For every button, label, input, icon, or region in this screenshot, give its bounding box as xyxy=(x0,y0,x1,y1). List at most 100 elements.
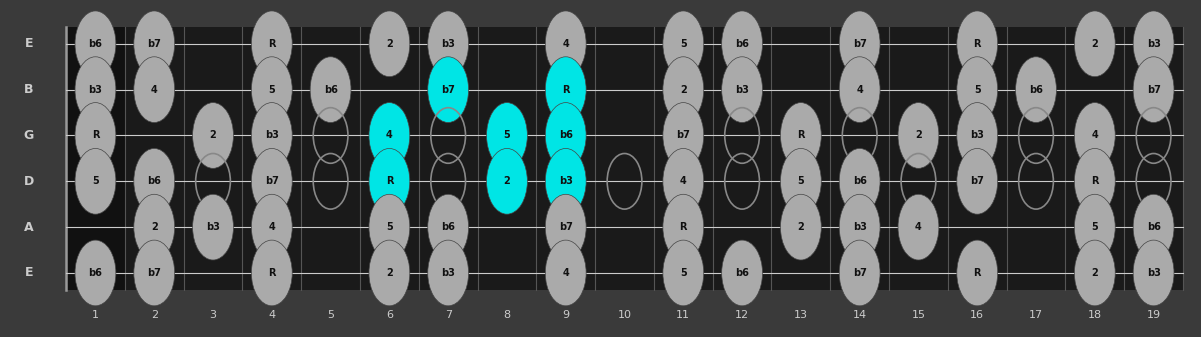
Ellipse shape xyxy=(1075,240,1116,306)
Text: 4: 4 xyxy=(1092,130,1098,141)
Text: 12: 12 xyxy=(735,310,749,320)
Text: b7: b7 xyxy=(676,130,691,141)
Ellipse shape xyxy=(369,240,410,306)
Text: b7: b7 xyxy=(1147,85,1160,95)
Text: 2: 2 xyxy=(503,176,510,186)
Text: 15: 15 xyxy=(912,310,926,320)
Ellipse shape xyxy=(74,102,115,168)
Text: R: R xyxy=(268,268,275,278)
Text: b7: b7 xyxy=(970,176,984,186)
Ellipse shape xyxy=(663,194,704,260)
Ellipse shape xyxy=(545,148,586,214)
Ellipse shape xyxy=(1134,57,1175,123)
Text: A: A xyxy=(24,221,34,234)
Text: 4: 4 xyxy=(151,85,157,95)
Text: b3: b3 xyxy=(441,39,455,49)
Text: 4: 4 xyxy=(915,222,922,232)
Ellipse shape xyxy=(192,194,233,260)
FancyBboxPatch shape xyxy=(66,27,1183,290)
Text: b7: b7 xyxy=(148,39,161,49)
Text: b3: b3 xyxy=(207,222,220,232)
Text: b6: b6 xyxy=(735,268,749,278)
Text: 5: 5 xyxy=(327,310,334,320)
Text: 2: 2 xyxy=(386,268,393,278)
Text: 2: 2 xyxy=(386,39,393,49)
Ellipse shape xyxy=(1134,240,1175,306)
Text: 2: 2 xyxy=(915,130,922,141)
Text: b6: b6 xyxy=(323,85,337,95)
Text: 6: 6 xyxy=(386,310,393,320)
Text: 4: 4 xyxy=(680,176,687,186)
Text: 2: 2 xyxy=(210,130,216,141)
Ellipse shape xyxy=(839,194,880,260)
Text: 4: 4 xyxy=(386,130,393,141)
Ellipse shape xyxy=(839,240,880,306)
Text: b3: b3 xyxy=(89,85,102,95)
Text: D: D xyxy=(24,175,34,188)
Text: b6: b6 xyxy=(441,222,455,232)
Text: 3: 3 xyxy=(209,310,216,320)
FancyBboxPatch shape xyxy=(4,3,1197,334)
Ellipse shape xyxy=(781,102,821,168)
Text: R: R xyxy=(974,39,981,49)
Text: 5: 5 xyxy=(503,130,510,141)
Ellipse shape xyxy=(74,11,115,77)
Text: b3: b3 xyxy=(1147,268,1160,278)
Ellipse shape xyxy=(957,102,998,168)
Text: b7: b7 xyxy=(853,39,867,49)
Ellipse shape xyxy=(369,102,410,168)
Ellipse shape xyxy=(781,194,821,260)
Ellipse shape xyxy=(251,57,292,123)
Ellipse shape xyxy=(74,240,115,306)
Ellipse shape xyxy=(369,194,410,260)
Text: 14: 14 xyxy=(853,310,867,320)
Text: 4: 4 xyxy=(562,268,569,278)
Text: b6: b6 xyxy=(89,39,102,49)
Ellipse shape xyxy=(839,57,880,123)
Text: R: R xyxy=(562,85,569,95)
Text: 5: 5 xyxy=(680,268,687,278)
Text: b3: b3 xyxy=(265,130,279,141)
Ellipse shape xyxy=(957,57,998,123)
Text: R: R xyxy=(91,130,100,141)
Ellipse shape xyxy=(1075,194,1116,260)
Ellipse shape xyxy=(251,240,292,306)
Ellipse shape xyxy=(781,148,821,214)
Ellipse shape xyxy=(251,194,292,260)
Text: 5: 5 xyxy=(269,85,275,95)
Text: 4: 4 xyxy=(269,222,275,232)
Ellipse shape xyxy=(1134,194,1175,260)
Text: 2: 2 xyxy=(1092,268,1098,278)
Text: 5: 5 xyxy=(1092,222,1098,232)
Text: R: R xyxy=(974,268,981,278)
Text: 7: 7 xyxy=(444,310,452,320)
Text: R: R xyxy=(268,39,275,49)
Ellipse shape xyxy=(898,194,939,260)
Text: 4: 4 xyxy=(562,39,569,49)
Ellipse shape xyxy=(251,11,292,77)
Text: 4: 4 xyxy=(268,310,275,320)
Text: R: R xyxy=(797,130,805,141)
Ellipse shape xyxy=(133,57,174,123)
Text: b6: b6 xyxy=(558,130,573,141)
Text: 5: 5 xyxy=(680,39,687,49)
Text: b7: b7 xyxy=(853,268,867,278)
Text: 2: 2 xyxy=(150,310,157,320)
Text: 17: 17 xyxy=(1029,310,1044,320)
Text: G: G xyxy=(24,129,34,142)
Ellipse shape xyxy=(192,102,233,168)
Ellipse shape xyxy=(1134,11,1175,77)
Ellipse shape xyxy=(663,148,704,214)
Text: 5: 5 xyxy=(386,222,393,232)
Ellipse shape xyxy=(663,240,704,306)
Text: 8: 8 xyxy=(503,310,510,320)
Text: 19: 19 xyxy=(1147,310,1160,320)
Text: b3: b3 xyxy=(853,222,867,232)
Ellipse shape xyxy=(486,102,527,168)
Ellipse shape xyxy=(663,11,704,77)
Ellipse shape xyxy=(428,11,468,77)
Ellipse shape xyxy=(898,102,939,168)
Text: 5: 5 xyxy=(974,85,980,95)
Text: 1: 1 xyxy=(92,310,98,320)
Ellipse shape xyxy=(310,57,351,123)
